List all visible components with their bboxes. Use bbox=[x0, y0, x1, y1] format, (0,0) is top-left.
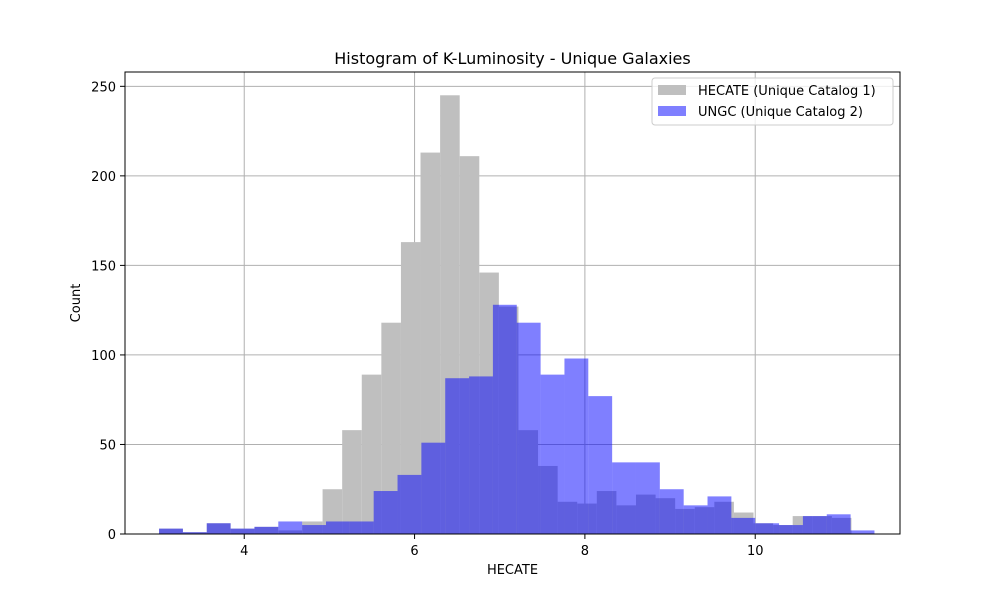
y-axis-label: Count bbox=[69, 284, 84, 323]
y-tick-label: 50 bbox=[99, 438, 116, 453]
histogram-bar bbox=[731, 517, 756, 534]
histogram-bar bbox=[342, 430, 362, 534]
histogram-bar bbox=[230, 528, 255, 534]
histogram-bar bbox=[588, 396, 613, 534]
histogram-bar bbox=[445, 378, 470, 534]
histogram-bar bbox=[683, 505, 708, 534]
histogram-bar bbox=[182, 532, 207, 534]
histogram-bar bbox=[779, 525, 803, 534]
y-tick-label: 0 bbox=[108, 528, 116, 543]
histogram-bar bbox=[420, 152, 441, 534]
histogram-bar bbox=[707, 496, 732, 534]
histogram-bar bbox=[206, 523, 231, 534]
x-tick-label: 8 bbox=[581, 544, 589, 559]
plot-frame bbox=[124, 71, 901, 535]
legend-swatch bbox=[658, 85, 686, 95]
histogram-bar bbox=[397, 474, 422, 534]
histogram-bar bbox=[659, 489, 684, 534]
legend: HECATE (Unique Catalog 1) UNGC (Unique Ca… bbox=[651, 77, 894, 126]
y-tick-label: 250 bbox=[91, 80, 116, 95]
histogram-bar bbox=[302, 525, 326, 534]
x-tick-label: 10 bbox=[747, 544, 764, 559]
x-axis-label: HECATE bbox=[487, 563, 538, 578]
legend-box bbox=[651, 77, 894, 126]
histogram-bar bbox=[325, 521, 350, 534]
histogram-bar bbox=[802, 516, 827, 534]
y-tick-label: 200 bbox=[91, 170, 116, 185]
histogram-bar bbox=[564, 358, 589, 534]
histogram-bar bbox=[635, 462, 660, 534]
legend-swatch bbox=[658, 106, 686, 116]
y-tick-label: 150 bbox=[91, 259, 116, 274]
histogram-bar bbox=[159, 528, 183, 534]
legend-label: HECATE (Unique Catalog 1) bbox=[698, 84, 876, 99]
histogram-bar bbox=[469, 376, 493, 534]
histogram-bar bbox=[516, 322, 541, 534]
y-tick-label: 100 bbox=[91, 349, 116, 364]
histogram-bar bbox=[540, 374, 565, 534]
histogram-bar bbox=[826, 514, 851, 534]
chart-title: Histogram of K-Luminosity - Unique Galax… bbox=[334, 49, 690, 68]
histogram-bar bbox=[278, 521, 303, 534]
histogram-bar bbox=[400, 242, 421, 534]
bars-layer bbox=[159, 95, 875, 535]
histogram-bar bbox=[421, 442, 446, 534]
x-tick-label: 6 bbox=[410, 544, 418, 559]
histogram-bar bbox=[755, 523, 780, 534]
series-2-bars bbox=[159, 304, 875, 534]
x-tick-label: 4 bbox=[240, 544, 248, 559]
histogram-bar bbox=[850, 530, 875, 534]
histogram-bar bbox=[381, 322, 401, 534]
histogram-bar bbox=[373, 491, 398, 534]
histogram-bar bbox=[612, 462, 636, 534]
histogram-bar bbox=[254, 526, 279, 534]
histogram-bar bbox=[349, 521, 374, 534]
histogram-bar bbox=[492, 304, 517, 534]
legend-label: UNGC (Unique Catalog 2) bbox=[698, 105, 863, 120]
